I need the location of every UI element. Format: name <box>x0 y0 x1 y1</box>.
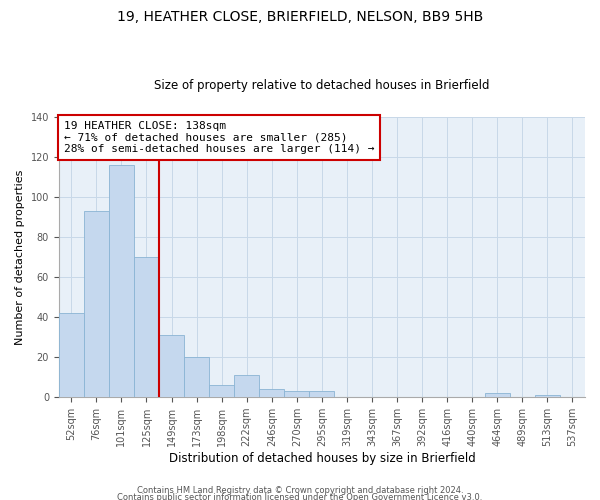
Bar <box>84 211 109 397</box>
Bar <box>184 357 209 397</box>
Bar <box>134 257 159 397</box>
Y-axis label: Number of detached properties: Number of detached properties <box>15 170 25 344</box>
Bar <box>284 391 310 397</box>
Bar <box>109 165 134 397</box>
Text: Contains HM Land Registry data © Crown copyright and database right 2024.: Contains HM Land Registry data © Crown c… <box>137 486 463 495</box>
Bar <box>159 335 184 397</box>
Text: 19 HEATHER CLOSE: 138sqm
← 71% of detached houses are smaller (285)
28% of semi-: 19 HEATHER CLOSE: 138sqm ← 71% of detach… <box>64 121 374 154</box>
Text: Contains public sector information licensed under the Open Government Licence v3: Contains public sector information licen… <box>118 494 482 500</box>
Bar <box>234 375 259 397</box>
Bar <box>485 393 510 397</box>
Title: Size of property relative to detached houses in Brierfield: Size of property relative to detached ho… <box>154 79 490 92</box>
Bar <box>535 395 560 397</box>
Bar <box>59 313 84 397</box>
Bar <box>209 385 234 397</box>
Bar <box>310 391 334 397</box>
X-axis label: Distribution of detached houses by size in Brierfield: Distribution of detached houses by size … <box>169 452 475 465</box>
Text: 19, HEATHER CLOSE, BRIERFIELD, NELSON, BB9 5HB: 19, HEATHER CLOSE, BRIERFIELD, NELSON, B… <box>117 10 483 24</box>
Bar <box>259 389 284 397</box>
